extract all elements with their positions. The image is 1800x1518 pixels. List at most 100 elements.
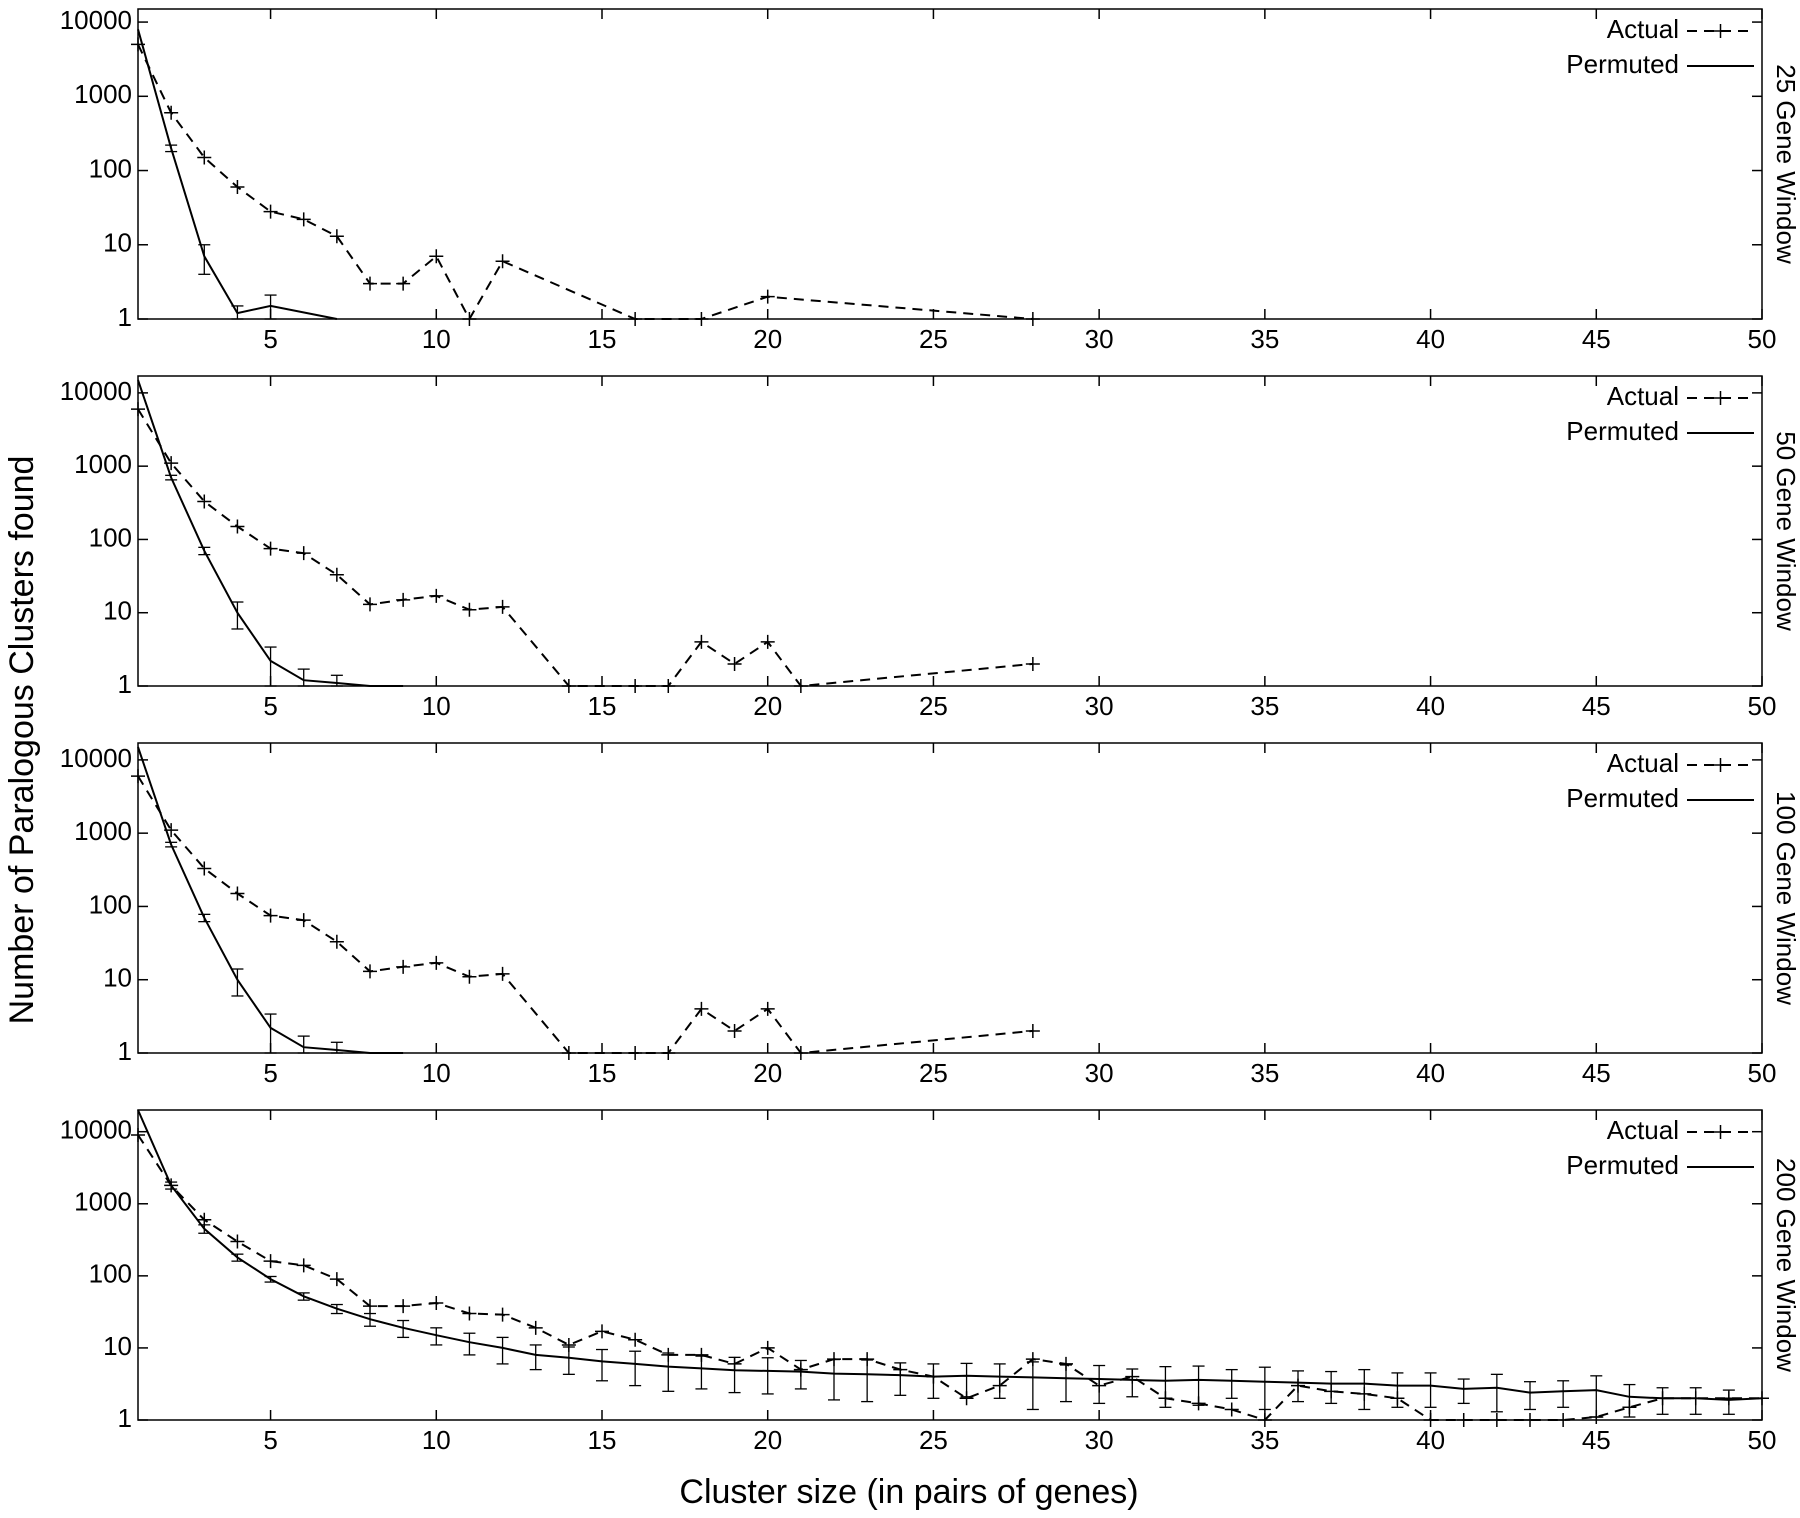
- x-tick-label: 15: [588, 1425, 617, 1455]
- x-tick-label: 50: [1748, 324, 1777, 354]
- y-tick-label: 10: [103, 963, 132, 993]
- legend-marker: [1713, 24, 1728, 38]
- point-marker: [329, 229, 344, 244]
- x-tick-label: 10: [422, 691, 451, 721]
- point-marker: [760, 1001, 775, 1016]
- error-bar: [330, 674, 343, 687]
- series-line: [137, 29, 338, 320]
- error-bar: [1225, 1368, 1238, 1399]
- point-marker: [1423, 1413, 1438, 1427]
- error-bar: [960, 1362, 973, 1398]
- x-tick-label: 40: [1416, 691, 1445, 721]
- series-1: [137, 1109, 1763, 1418]
- error-bar: [1358, 1368, 1371, 1411]
- point-marker: [694, 634, 709, 649]
- point-marker: [131, 769, 145, 784]
- y-tick-label: 10: [103, 1331, 132, 1361]
- point-marker: [164, 105, 179, 120]
- error-bar: [894, 1362, 907, 1396]
- error-bar: [1722, 1389, 1735, 1415]
- point-marker: [263, 541, 278, 556]
- legend-marker: [1713, 1125, 1728, 1139]
- point-marker: [495, 254, 510, 269]
- error-bar: [1424, 1372, 1437, 1408]
- error-bar: [1490, 1373, 1503, 1413]
- x-tick-label: 30: [1085, 691, 1114, 721]
- point-marker: [296, 546, 311, 561]
- x-tick-label: 35: [1250, 1058, 1279, 1088]
- x-tick-label: 30: [1085, 1058, 1114, 1088]
- x-tick-label: 15: [588, 324, 617, 354]
- legend-marker: [1713, 391, 1728, 405]
- x-tick-label: 30: [1085, 324, 1114, 354]
- series-0: [131, 402, 1040, 693]
- point-marker: [197, 150, 212, 165]
- y-tick-label: 1: [118, 1403, 132, 1433]
- point-marker: [495, 1307, 510, 1322]
- legend-label: Actual: [1607, 381, 1679, 411]
- y-tick-label: 1000: [74, 1187, 132, 1217]
- error-bar: [231, 968, 244, 997]
- x-tick-label: 25: [919, 1425, 948, 1455]
- y-tick-label: 10: [103, 596, 132, 626]
- series-line: [137, 408, 1033, 688]
- point-marker: [661, 679, 676, 693]
- x-tick-label: 5: [263, 691, 277, 721]
- x-tick-label: 50: [1748, 1058, 1777, 1088]
- error-bar: [1126, 1368, 1139, 1398]
- point-marker: [263, 204, 278, 219]
- point-marker: [561, 1046, 576, 1060]
- error-bar: [1325, 1370, 1338, 1405]
- x-tick-label: 15: [588, 691, 617, 721]
- error-bar: [794, 1359, 807, 1390]
- point-marker: [396, 276, 411, 291]
- error-bar: [264, 1013, 277, 1054]
- legend-marker: [1713, 758, 1728, 772]
- point-marker: [495, 966, 510, 981]
- series-1: [137, 29, 338, 320]
- error-bar: [1192, 1365, 1205, 1406]
- point-marker: [197, 494, 212, 509]
- panel-label: 50 Gene Window: [1771, 431, 1800, 631]
- series-line: [137, 379, 404, 687]
- y-tick-label: 10000: [60, 743, 132, 773]
- plot-frame: [137, 375, 1763, 687]
- legend-label: Permuted: [1566, 783, 1679, 813]
- series-line: [137, 775, 1033, 1055]
- error-bar: [695, 1355, 708, 1390]
- x-tick-label: 40: [1416, 324, 1445, 354]
- error-bar: [596, 1348, 608, 1382]
- point-marker: [396, 959, 411, 974]
- point-marker: [694, 1001, 709, 1016]
- legend-label: Actual: [1607, 14, 1679, 44]
- error-bar: [1159, 1365, 1172, 1408]
- panel-label: 200 Gene Window: [1771, 1158, 1800, 1372]
- point-marker: [296, 212, 311, 227]
- point-marker: [263, 908, 278, 923]
- y-tick-label: 1000: [74, 816, 132, 846]
- series-0: [131, 37, 1040, 326]
- point-marker: [429, 955, 444, 970]
- x-tick-label: 50: [1748, 691, 1777, 721]
- x-tick-label: 5: [263, 324, 277, 354]
- point-marker: [495, 599, 510, 614]
- series-1: [137, 379, 404, 687]
- point-marker: [429, 1296, 444, 1310]
- x-tick-label: 50: [1748, 1425, 1777, 1455]
- error-bar: [330, 1041, 343, 1054]
- error-bar: [231, 601, 244, 630]
- point-marker: [1025, 1023, 1040, 1038]
- point-marker: [363, 1299, 377, 1314]
- x-tick-label: 25: [919, 1058, 948, 1088]
- y-tick-label: 100: [89, 1259, 132, 1289]
- x-tick-label: 30: [1085, 1425, 1114, 1455]
- panel-label: 25 Gene Window: [1771, 64, 1800, 264]
- series-0: [131, 769, 1040, 1060]
- point-marker: [727, 1023, 742, 1038]
- panel-label: 100 Gene Window: [1771, 791, 1800, 1005]
- series-line: [137, 1109, 1763, 1401]
- plot-frame: [137, 742, 1763, 1054]
- point-marker: [462, 312, 477, 326]
